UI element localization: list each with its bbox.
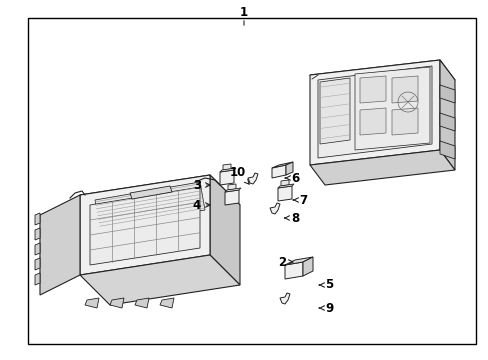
Polygon shape: [247, 173, 258, 184]
Polygon shape: [391, 108, 417, 135]
Text: 3: 3: [193, 179, 209, 192]
Text: 1: 1: [240, 5, 247, 18]
Polygon shape: [35, 213, 40, 225]
Polygon shape: [319, 78, 349, 144]
Polygon shape: [224, 190, 239, 205]
Polygon shape: [439, 85, 454, 103]
Polygon shape: [285, 257, 312, 265]
Polygon shape: [160, 298, 174, 308]
Polygon shape: [90, 187, 200, 265]
Polygon shape: [110, 298, 124, 308]
Polygon shape: [35, 258, 40, 270]
Text: 10: 10: [229, 166, 249, 184]
Text: 2: 2: [277, 256, 292, 269]
Polygon shape: [439, 141, 454, 159]
Polygon shape: [80, 175, 209, 275]
Polygon shape: [439, 113, 454, 131]
Polygon shape: [135, 298, 149, 308]
Polygon shape: [309, 60, 439, 165]
Polygon shape: [35, 273, 40, 285]
Polygon shape: [271, 165, 285, 178]
Polygon shape: [80, 175, 240, 225]
Polygon shape: [209, 175, 240, 285]
Polygon shape: [280, 293, 289, 304]
Polygon shape: [130, 186, 172, 199]
Polygon shape: [309, 60, 454, 95]
Polygon shape: [35, 243, 40, 255]
Text: 8: 8: [285, 212, 299, 225]
Polygon shape: [80, 255, 240, 305]
Polygon shape: [354, 67, 429, 150]
Polygon shape: [439, 60, 454, 170]
Polygon shape: [220, 168, 236, 172]
Polygon shape: [227, 184, 236, 190]
Polygon shape: [285, 262, 303, 279]
Polygon shape: [95, 182, 204, 228]
Polygon shape: [285, 162, 292, 175]
Polygon shape: [85, 298, 99, 308]
Polygon shape: [40, 195, 80, 295]
Polygon shape: [359, 76, 385, 103]
Text: 4: 4: [192, 198, 209, 212]
Polygon shape: [317, 66, 431, 158]
Text: 5: 5: [319, 279, 332, 292]
Polygon shape: [281, 180, 288, 186]
Polygon shape: [35, 228, 40, 240]
Polygon shape: [271, 162, 292, 168]
Polygon shape: [224, 188, 241, 192]
Polygon shape: [303, 257, 312, 276]
Polygon shape: [309, 150, 454, 185]
Polygon shape: [278, 186, 291, 201]
Text: 7: 7: [293, 194, 306, 207]
Polygon shape: [220, 170, 234, 185]
Polygon shape: [391, 76, 417, 103]
Polygon shape: [278, 184, 293, 188]
Polygon shape: [269, 203, 280, 214]
Polygon shape: [223, 164, 230, 170]
Text: 6: 6: [285, 171, 299, 185]
Text: 9: 9: [319, 302, 332, 315]
Polygon shape: [359, 108, 385, 135]
